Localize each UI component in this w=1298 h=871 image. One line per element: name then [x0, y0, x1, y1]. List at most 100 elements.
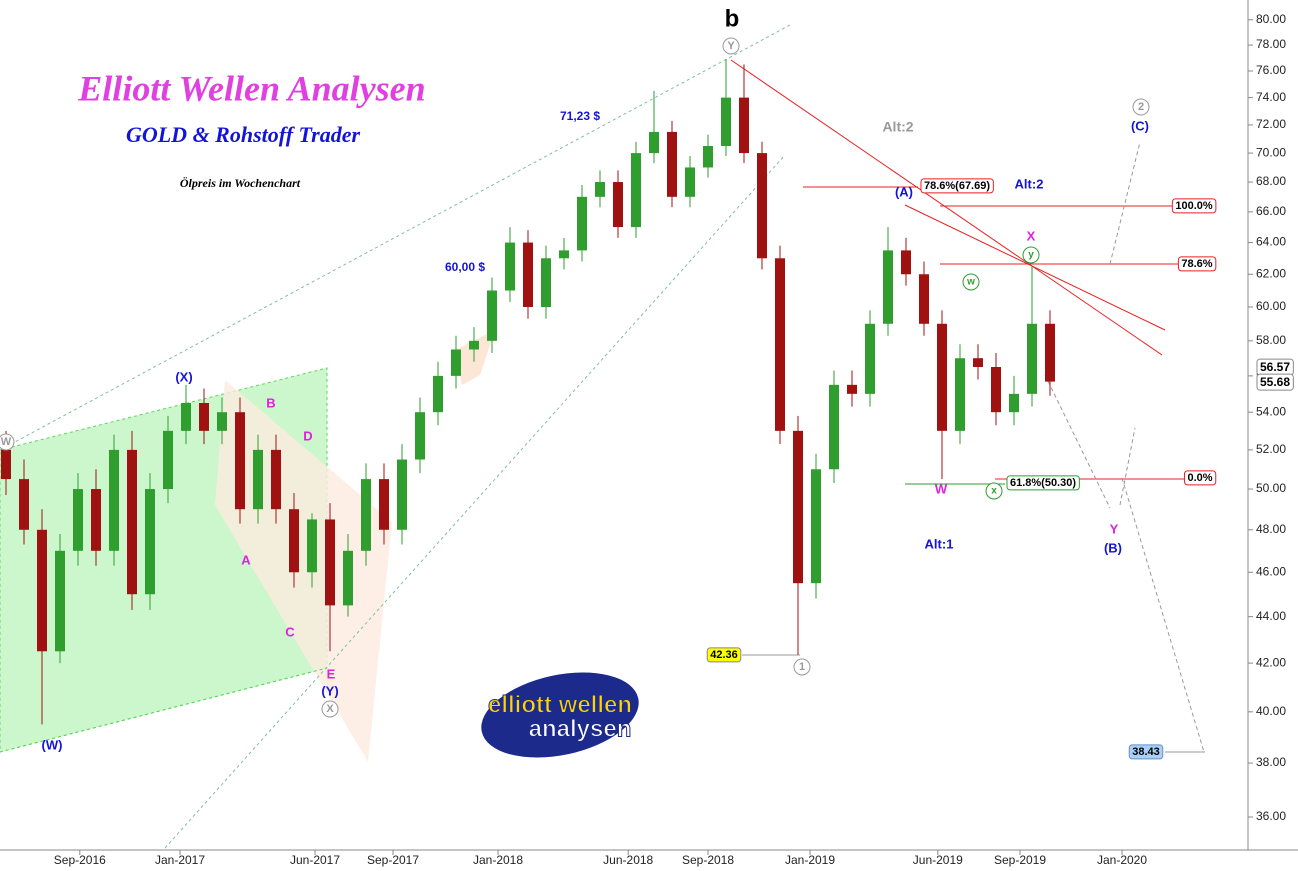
annotation: W — [935, 481, 948, 496]
x-tick-label: Sep-2019 — [994, 853, 1046, 867]
x-tick-label: Sep-2018 — [682, 853, 734, 867]
label-box — [1128, 744, 1164, 760]
candle-body — [19, 479, 29, 530]
trend-line — [0, 667, 328, 753]
wave-circle — [1022, 246, 1040, 264]
annotation: 61.8%(50.30) — [1010, 477, 1076, 489]
x-tick-label: Jan-2017 — [155, 853, 205, 867]
candle-body — [109, 449, 119, 551]
x-tick-label: Jan-2020 — [1097, 853, 1147, 867]
candle-body — [469, 340, 479, 350]
annotation: Ölpreis im Wochenchart — [180, 176, 301, 190]
annotation: (X) — [175, 369, 192, 384]
candle-body — [613, 182, 623, 228]
annotation: (C) — [1131, 118, 1149, 133]
candle-body — [307, 519, 317, 573]
x-tick-label: Jun-2018 — [603, 853, 653, 867]
candle-body — [739, 97, 749, 154]
candle-body — [685, 167, 695, 197]
label-box — [1256, 373, 1294, 391]
y-tick-label: 48.00 — [1256, 522, 1286, 536]
x-tick-label: Sep-2017 — [367, 853, 419, 867]
candle-body — [1027, 323, 1037, 394]
candle-body — [919, 274, 929, 324]
label-box — [920, 178, 994, 194]
candle-body — [757, 153, 767, 259]
candle-body — [289, 509, 299, 573]
x-tick-label: Jun-2017 — [290, 853, 340, 867]
candle-body — [523, 242, 533, 307]
annotation: x — [991, 486, 997, 497]
label-box — [1006, 475, 1080, 491]
annotation: Alt:1 — [925, 536, 954, 551]
candle-body — [595, 182, 605, 197]
candle-body — [55, 550, 65, 652]
annotation: w — [966, 277, 975, 288]
annotation: (B) — [1104, 540, 1122, 555]
y-tick-label: 46.00 — [1256, 564, 1286, 578]
y-tick-label: 66.00 — [1256, 204, 1286, 218]
candle-body — [1045, 323, 1055, 382]
candle-body — [127, 449, 137, 595]
wave-circle — [985, 482, 1003, 500]
candle-body — [397, 459, 407, 530]
candle-body — [271, 449, 281, 510]
annotation: X — [1027, 228, 1036, 243]
candle-body — [415, 412, 425, 460]
logo-badge — [481, 672, 639, 758]
trend-line — [730, 59, 1163, 356]
annotation: 38.43 — [1132, 746, 1160, 758]
annotation: 55.68 — [1260, 375, 1290, 389]
wave-circle — [1132, 98, 1150, 116]
y-tick-label: 42.00 — [1256, 655, 1286, 669]
candle-body — [1, 449, 11, 480]
annotation: Alt:2 — [1015, 176, 1044, 191]
x-tick-label: Jun-2019 — [913, 853, 963, 867]
label-box — [706, 647, 742, 663]
candle-body — [541, 258, 551, 307]
candle-body — [775, 258, 785, 431]
trend-line — [164, 154, 786, 849]
y-tick-label: 76.00 — [1256, 63, 1286, 77]
candle-body — [235, 412, 245, 510]
y-tick-label: 60.00 — [1256, 299, 1286, 313]
y-tick-label: 52.00 — [1256, 442, 1286, 456]
x-tick-label: Jan-2018 — [473, 853, 523, 867]
annotation: C — [285, 624, 295, 639]
candle-body — [379, 479, 389, 530]
annotation: Y — [727, 40, 735, 52]
candle-body — [865, 323, 875, 394]
candle-body — [577, 196, 587, 251]
candle-body — [973, 358, 983, 368]
candle-body — [343, 550, 353, 606]
wave-circle — [722, 37, 740, 55]
y-tick-label: 74.00 — [1256, 90, 1286, 104]
candle-body — [325, 519, 335, 606]
annotation: b — [725, 5, 740, 32]
annotation: 0.0% — [1187, 472, 1212, 484]
candle-body — [631, 153, 641, 228]
annotation: 71,23 $ — [560, 109, 600, 123]
candle-body — [559, 250, 569, 259]
label-box — [1183, 470, 1217, 486]
candle-body — [721, 97, 731, 146]
y-tick-label: 40.00 — [1256, 704, 1286, 718]
y-tick-label: 68.00 — [1256, 174, 1286, 188]
candle-body — [649, 131, 659, 154]
candle-body — [505, 242, 515, 291]
annotation: 56.57 — [1260, 360, 1290, 374]
candle-body — [991, 367, 1001, 413]
x-tick-label: Sep-2016 — [54, 853, 106, 867]
annotation: 1 — [799, 661, 805, 673]
annotation: Alt:2 — [882, 119, 913, 135]
candle-body — [1009, 393, 1019, 413]
projection — [1044, 374, 1111, 509]
candle-body — [181, 402, 191, 431]
annotation: 2 — [1138, 101, 1144, 113]
annotation: 100.0% — [1175, 200, 1213, 212]
wave-circle — [321, 700, 339, 718]
candle-body — [667, 131, 677, 197]
candle-body — [253, 449, 263, 510]
y-tick-label: 80.00 — [1256, 12, 1286, 26]
